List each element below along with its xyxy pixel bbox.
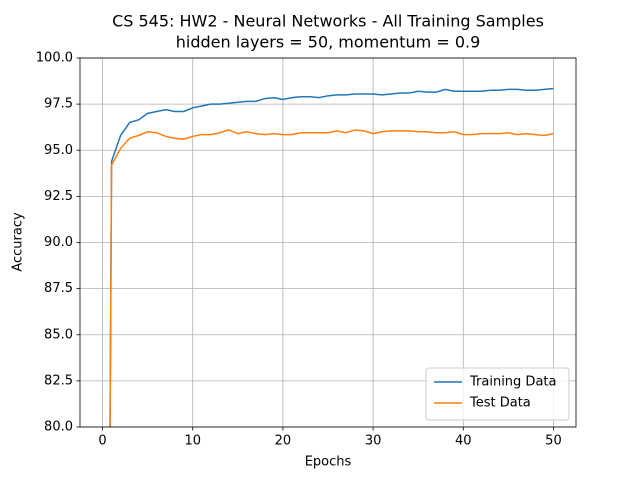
y-tick-label: 92.5 [44,189,73,204]
x-tick-label: 50 [545,434,562,449]
y-tick-label: 87.5 [44,281,73,296]
y-axis-label: Accuracy [11,212,26,272]
data-line [109,129,554,427]
legend-label: Training Data [469,375,556,390]
x-tick-label: 10 [184,434,201,449]
y-tick-label: 82.5 [44,373,73,388]
x-tick-label: 30 [365,434,382,449]
y-tick-label: 97.5 [44,97,73,112]
y-tick-label: 95.0 [44,143,73,158]
y-tick-label: 85.0 [44,327,73,342]
legend-box [425,367,570,421]
y-tick-label: 80.0 [44,420,73,435]
x-tick-label: 0 [98,434,106,449]
x-tick-label: 20 [275,434,292,449]
chart-subtitle: hidden layers = 50, momentum = 0.9 [176,33,481,52]
plot-area [109,87,554,427]
legend-label: Test Data [469,396,531,411]
chart-title: CS 545: HW2 - Neural Networks - All Trai… [112,12,544,31]
x-axis-label: Epochs [305,455,352,470]
data-line [109,87,554,427]
y-tick-label: 90.0 [44,235,73,250]
axes-frame [79,57,577,428]
x-tick-label: 40 [455,434,472,449]
y-tick-label: 100.0 [36,51,73,66]
